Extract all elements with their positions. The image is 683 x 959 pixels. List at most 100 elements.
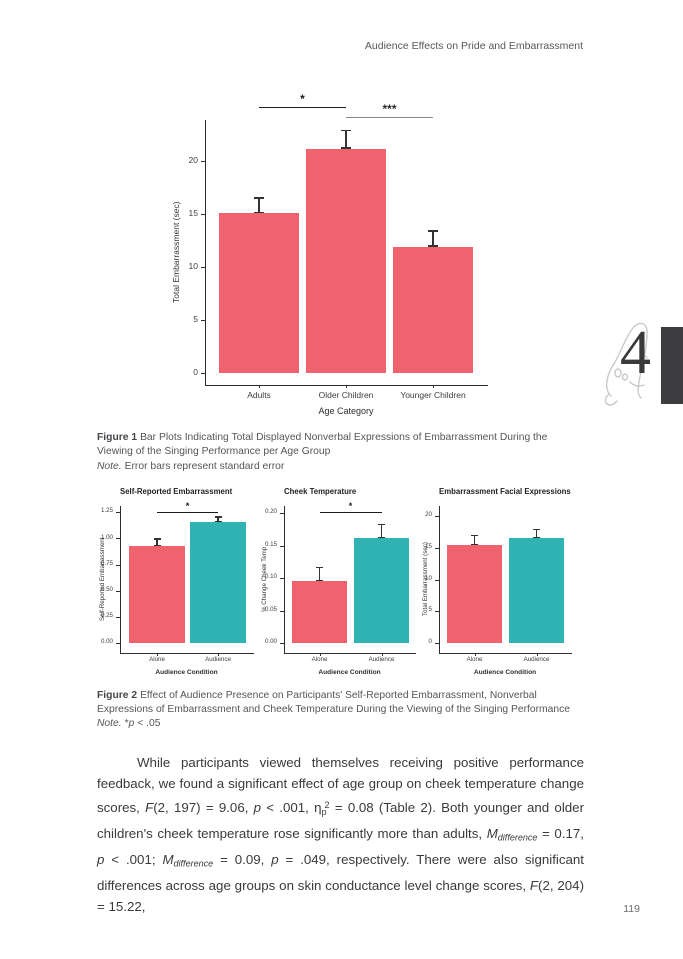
figure1-note-label: Note. xyxy=(97,461,122,472)
significance-line xyxy=(157,512,218,514)
error-bar-cap xyxy=(533,536,540,538)
x-category-label: Older Children xyxy=(318,390,374,400)
x-tick-mark xyxy=(381,653,383,656)
error-bar-cap xyxy=(471,535,478,537)
x-tick-mark xyxy=(536,653,538,656)
y-tick-mark xyxy=(201,320,205,322)
x-category-label: Audience xyxy=(523,656,550,663)
error-bar-cap xyxy=(341,146,351,149)
y-tick-mark xyxy=(435,547,439,549)
significance-line xyxy=(319,512,382,514)
y-tick-mark xyxy=(435,579,439,581)
y-tick-mark xyxy=(280,578,284,580)
y-tick-label: 0.00 xyxy=(100,638,113,646)
figure2-label: Figure 2 xyxy=(97,690,138,701)
x-category-label: Alone xyxy=(466,656,483,663)
y-tick-mark xyxy=(435,643,439,644)
y-tick-label: 15 xyxy=(188,207,198,218)
x-category-label: Alone xyxy=(311,656,328,663)
y-tick-label: 0.05 xyxy=(264,605,277,613)
bar xyxy=(190,521,246,643)
x-tick-mark xyxy=(218,653,219,656)
y-tick-label: 15 xyxy=(425,543,432,551)
significance-stars: * xyxy=(300,92,305,106)
error-bar xyxy=(318,567,321,582)
y-tick-label: 0.20 xyxy=(264,508,277,516)
y-tick-label: 0 xyxy=(193,366,198,377)
chart-title: Embarrassment Facial Expressions xyxy=(439,487,571,496)
error-bar-cap xyxy=(378,536,385,538)
y-tick-label: 10 xyxy=(425,574,432,582)
y-tick-label: 10 xyxy=(188,260,198,271)
error-bar-cap xyxy=(533,528,540,530)
significance-stars: * xyxy=(185,501,190,511)
y-tick-mark xyxy=(201,267,205,269)
x-axis-label: Age Category xyxy=(318,406,374,416)
y-tick-mark xyxy=(201,161,205,163)
significance-stars: * xyxy=(348,501,353,511)
body-paragraph: While participants viewed themselves rec… xyxy=(97,755,585,914)
bar xyxy=(306,148,386,373)
significance-stars: *** xyxy=(382,102,397,116)
x-category-label: Audience xyxy=(368,656,395,663)
figure1-note: Note. Error bars represent standard error xyxy=(97,461,586,472)
bar xyxy=(129,545,185,643)
x-tick-mark xyxy=(319,653,321,656)
x-category-label: Younger Children xyxy=(400,390,466,400)
figure2-note-label: Note. xyxy=(97,718,122,729)
figure1-label: Figure 1 xyxy=(97,432,138,443)
y-tick-mark xyxy=(201,214,205,216)
figure1-caption-text: Bar Plots Indicating Total Displayed Non… xyxy=(97,432,548,457)
error-bar-cap xyxy=(214,516,222,518)
error-bar-cap xyxy=(214,520,222,522)
x-axis-label: Audience Condition xyxy=(318,669,381,676)
y-tick-label: 5 xyxy=(193,313,198,324)
figure2-note: Note. *p < .05 xyxy=(97,718,586,729)
error-bar xyxy=(156,538,158,546)
y-tick-label: 0.15 xyxy=(264,540,277,548)
chapter-tab xyxy=(661,327,683,404)
y-tick-label: 0.00 xyxy=(264,638,277,646)
significance-line xyxy=(259,107,346,109)
y-tick-mark xyxy=(116,564,120,566)
plot-area xyxy=(439,506,572,654)
bar xyxy=(354,537,409,643)
y-tick-mark xyxy=(280,513,284,515)
bar xyxy=(292,581,347,643)
error-bar xyxy=(473,535,476,545)
error-bar xyxy=(535,528,538,538)
error-bar-cap xyxy=(316,580,323,582)
y-axis-label: Self-Reported Embarrassment xyxy=(99,537,106,622)
figure2-charts: Self-Reported Embarrassment Self-Reported… xyxy=(97,487,579,685)
y-tick-mark xyxy=(116,590,120,592)
x-category-label: Audience xyxy=(205,656,231,663)
bar xyxy=(393,247,473,373)
y-tick-label: 0.25 xyxy=(100,612,113,619)
error-bar xyxy=(380,523,383,538)
y-tick-mark xyxy=(280,610,284,612)
chapter-number: 4 xyxy=(620,319,651,387)
y-tick-mark xyxy=(201,373,205,374)
plot-area xyxy=(120,506,254,654)
chart-title: Self-Reported Embarrassment xyxy=(120,487,233,496)
y-tick-mark xyxy=(116,512,120,514)
x-tick-mark xyxy=(259,385,260,388)
x-category-label: Alone xyxy=(149,656,165,663)
y-tick-label: 1.25 xyxy=(100,507,113,515)
figure2-panel-cheek-temperature: Cheek Temperature% Change Cheek Temp 0.00… xyxy=(259,487,417,685)
figure1-chart: Total Embarrassment (sec) 0 5 10 15 20 Adults O… xyxy=(150,85,515,432)
y-tick-mark xyxy=(280,545,284,547)
figure1-caption: Figure 1 Bar Plots Indicating Total Displ… xyxy=(97,431,586,459)
x-tick-mark xyxy=(346,385,347,388)
bar xyxy=(447,544,502,643)
plot-area xyxy=(284,506,416,654)
y-tick-mark xyxy=(116,643,120,644)
y-tick-label: 0.75 xyxy=(100,559,113,567)
x-tick-mark xyxy=(433,385,434,388)
y-tick-mark xyxy=(435,611,439,613)
y-tick-mark xyxy=(435,516,439,518)
y-tick-mark xyxy=(116,538,120,540)
y-tick-label: 0.10 xyxy=(264,573,277,581)
error-bar-cap xyxy=(316,567,323,569)
